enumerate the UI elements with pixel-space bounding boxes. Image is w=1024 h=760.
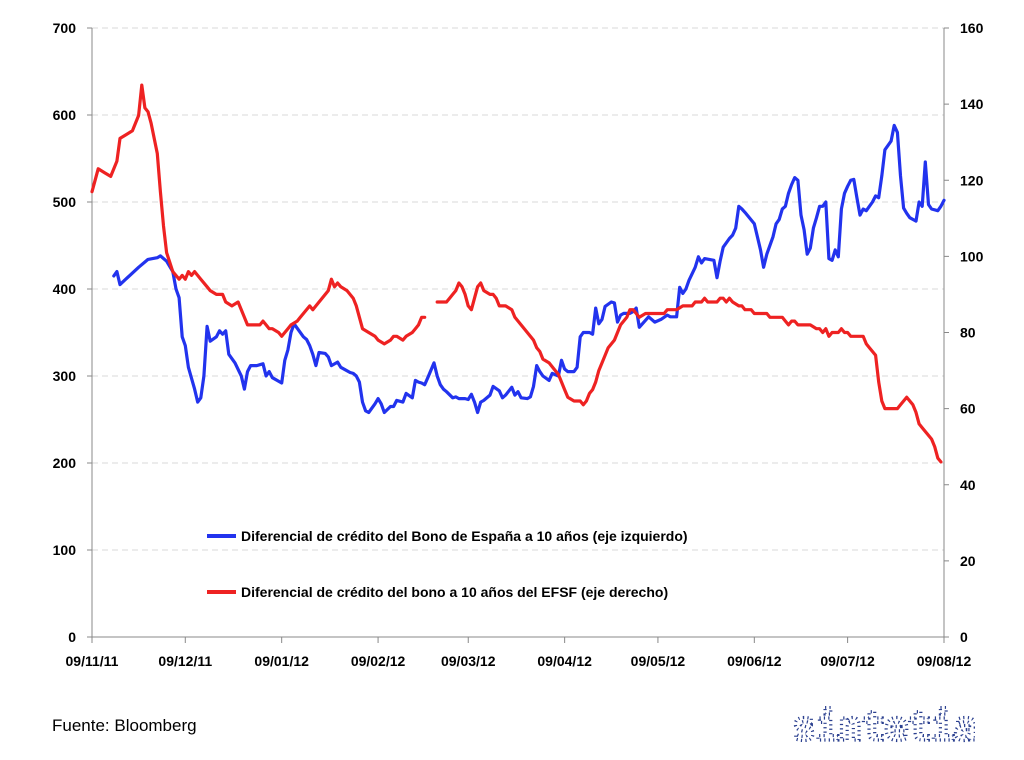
legend-item-spain: Diferencial de crédito del Bono de Españ…: [207, 528, 688, 544]
x-ticks: 09/11/11 09/12/11 09/01/12 09/02/12 09/03/12…: [66, 637, 972, 669]
x-tick-label: 09/12/11: [158, 653, 212, 669]
series-line-spain: [112, 123, 946, 415]
left-tick-label: 700: [53, 20, 77, 36]
left-tick-label: 200: [53, 455, 77, 471]
legend-label-efsf: Diferencial de crédito del bono a 10 año…: [241, 584, 668, 600]
x-tick-label: 09/04/12: [537, 653, 592, 669]
x-tick-label: 09/03/12: [441, 653, 496, 669]
x-tick-label: 09/01/12: [254, 653, 309, 669]
legend: Diferencial de crédito del Bono de Españ…: [207, 528, 688, 600]
x-tick-label: 09/07/12: [820, 653, 875, 669]
right-y-ticks: 0 20 40 60 80 100 120 140 160: [944, 20, 984, 645]
x-tick-label: 09/08/12: [917, 653, 972, 669]
right-tick-label: 40: [960, 477, 976, 493]
source-note: Fuente: Bloomberg: [52, 716, 197, 735]
left-tick-label: 300: [53, 368, 77, 384]
right-tick-label: 60: [960, 401, 976, 417]
left-tick-label: 100: [53, 542, 77, 558]
x-tick-label: 09/02/12: [351, 653, 406, 669]
right-tick-label: 80: [960, 325, 976, 341]
legend-label-spain: Diferencial de crédito del Bono de Españ…: [241, 528, 688, 544]
legend-item-efsf: Diferencial de crédito del bono a 10 año…: [207, 584, 668, 600]
left-tick-label: 600: [53, 107, 77, 123]
right-tick-label: 120: [960, 172, 984, 188]
right-tick-label: 160: [960, 20, 984, 36]
series-layer: [90, 83, 946, 464]
right-tick-label: 100: [960, 248, 984, 264]
x-tick-label: 09/06/12: [727, 653, 782, 669]
x-tick-label: 09/11/11: [66, 653, 119, 669]
right-tick-label: 20: [960, 553, 976, 569]
right-tick-label: 0: [960, 629, 968, 645]
left-y-ticks: 0 100 200 300 400 500 600 700: [53, 20, 92, 645]
sintetia-logo: sintetia: [790, 706, 975, 750]
left-tick-label: 400: [53, 281, 77, 297]
logo-wordmark: sintetia: [792, 706, 975, 750]
series-line-efsf: [90, 83, 943, 464]
x-tick-label: 09/05/12: [631, 653, 686, 669]
grid-lines: [92, 27, 944, 551]
left-tick-label: 0: [68, 629, 76, 645]
right-tick-label: 140: [960, 96, 984, 112]
left-tick-label: 500: [53, 194, 77, 210]
